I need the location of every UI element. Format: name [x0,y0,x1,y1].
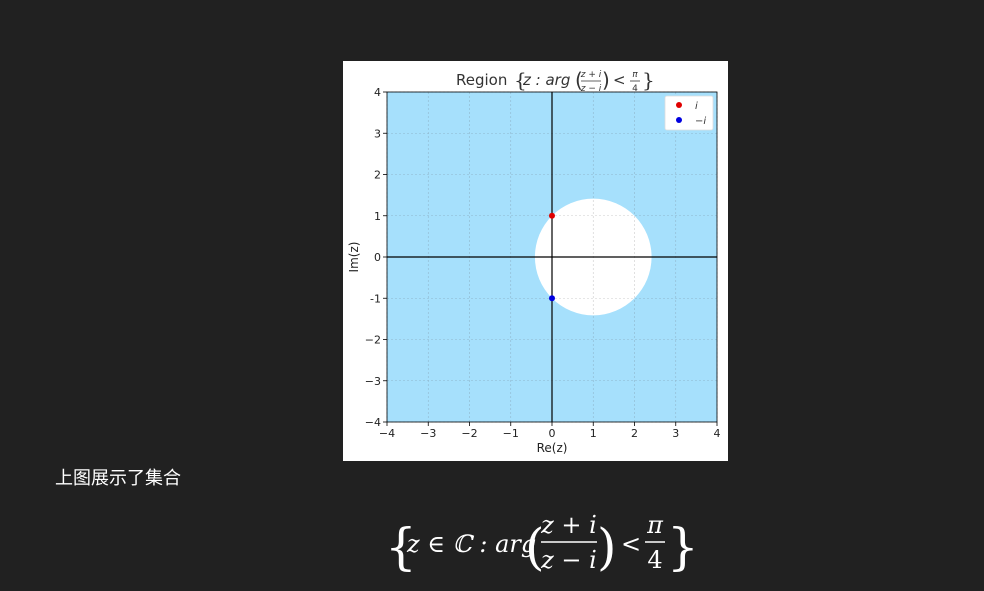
x-tick-label: 3 [672,427,679,440]
x-tick-label: −2 [461,427,477,440]
data-point-i [549,212,555,219]
formula-lhs: z ∈ ℂ : arg [406,530,536,558]
formula-rhs-denominator: 4 [647,546,662,574]
x-axis-label: Re(z) [537,441,568,455]
x-tick-label: −1 [503,427,519,440]
legend-marker-minus-i [676,117,682,123]
legend-label-minus-i: −i [695,116,706,127]
formula-denominator: z − i [540,546,597,574]
title-denominator: z − i [580,84,602,94]
title-prefix: Region [456,71,507,89]
plot-title: Region { z : arg ( z + i z − i ) < π 4 } [456,68,655,94]
y-tick-label: 3 [374,127,381,140]
formula-left-paren: ( [525,518,545,576]
formula-left-brace: { [385,518,417,576]
x-tick-label: 4 [714,427,721,440]
title-numerator: z + i [580,70,602,80]
x-tick-label: −3 [420,427,436,440]
y-tick-label: 4 [374,86,381,99]
formula-relation: < [621,530,641,558]
title-set-lead: z : arg [522,71,570,89]
formula-rhs-numerator: π [646,511,664,539]
x-tick-label: 1 [590,427,597,440]
legend: i −i [664,95,714,131]
region-plot-figure: Region { z : arg ( z + i z − i ) < π 4 }… [343,61,728,461]
data-points [549,212,555,302]
title-rhs-numerator: π [632,70,638,80]
caption-text: 上图展示了集合 [55,468,181,489]
title-rhs-denominator: 4 [632,84,638,94]
y-tick-label: -1 [370,292,381,305]
y-tick-label: 0 [374,251,381,264]
y-tick-label: 1 [374,210,381,223]
title-right-paren: ) [602,68,610,92]
set-formula: { z ∈ ℂ : arg ( z + i z − i ) < π 4 } [385,511,695,576]
title-relation: < [613,71,626,89]
region-plot: Region { z : arg ( z + i z − i ) < π 4 }… [347,68,721,455]
y-tick-label: −2 [365,334,381,347]
axis-ticks: −4 −3 −2 −1 0 1 2 3 4 4 3 2 1 0 -1 −2 −3 −4 [365,86,721,440]
x-tick-label: 2 [631,427,638,440]
title-left-paren: ( [575,68,583,92]
x-tick-label: −4 [379,427,395,440]
y-axis-label: Im(z) [347,242,361,273]
formula-right-paren: ) [597,518,617,576]
y-tick-label: −4 [365,416,381,429]
legend-label-i: i [695,101,698,112]
y-tick-label: −3 [365,375,381,388]
y-tick-label: 2 [374,169,381,182]
legend-marker-i [676,102,682,108]
data-point-minus-i [549,295,555,302]
formula-right-brace: } [667,518,695,576]
title-right-brace: } [642,68,655,92]
formula-numerator: z + i [540,511,597,539]
title-left-brace: { [514,68,527,92]
x-tick-label: 0 [549,427,556,440]
